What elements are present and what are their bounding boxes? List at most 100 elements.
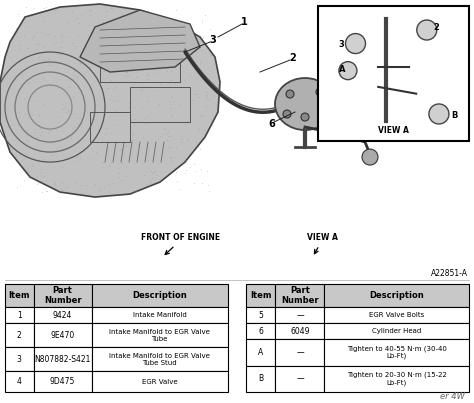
Point bbox=[151, 25, 159, 31]
Point bbox=[100, 183, 108, 190]
Point bbox=[87, 130, 95, 137]
Point bbox=[164, 144, 171, 151]
Point bbox=[199, 33, 206, 40]
Polygon shape bbox=[80, 10, 200, 72]
Point bbox=[52, 179, 59, 186]
Point bbox=[127, 137, 135, 143]
Point bbox=[186, 164, 194, 170]
Point bbox=[42, 187, 49, 194]
Point bbox=[132, 74, 140, 80]
Point bbox=[176, 185, 184, 192]
Point bbox=[84, 80, 91, 86]
Point bbox=[164, 133, 172, 139]
Point bbox=[30, 33, 38, 39]
Point bbox=[177, 78, 185, 85]
Point bbox=[206, 48, 213, 54]
Point bbox=[177, 48, 185, 54]
Point bbox=[61, 145, 68, 151]
Bar bbox=[246, 366, 275, 392]
Point bbox=[199, 47, 206, 53]
Point bbox=[86, 6, 94, 13]
Point bbox=[32, 40, 40, 47]
Point bbox=[103, 8, 110, 14]
Point bbox=[28, 160, 36, 167]
Point bbox=[160, 17, 168, 24]
Text: 1: 1 bbox=[241, 17, 247, 27]
Text: A22851-A: A22851-A bbox=[431, 269, 468, 278]
Point bbox=[111, 84, 119, 91]
Point bbox=[92, 149, 100, 155]
Point bbox=[205, 46, 212, 52]
Point bbox=[178, 136, 185, 143]
Point bbox=[102, 64, 109, 71]
Point bbox=[118, 160, 126, 166]
Point bbox=[83, 109, 91, 115]
Point bbox=[161, 126, 169, 132]
Point bbox=[190, 31, 197, 38]
Text: Intake Manifold to EGR Valve
Tube: Intake Manifold to EGR Valve Tube bbox=[109, 329, 210, 342]
Point bbox=[172, 58, 180, 64]
Point bbox=[35, 180, 42, 187]
Circle shape bbox=[346, 33, 365, 54]
Point bbox=[37, 169, 45, 176]
FancyArrowPatch shape bbox=[165, 247, 173, 254]
Circle shape bbox=[301, 113, 309, 121]
Point bbox=[128, 30, 136, 37]
Point bbox=[38, 129, 46, 136]
Point bbox=[59, 185, 66, 192]
Text: Tighten to 40-55 N·m (30-40
Lb-Ft): Tighten to 40-55 N·m (30-40 Lb-Ft) bbox=[347, 345, 447, 359]
Point bbox=[14, 183, 21, 190]
Text: VIEW A: VIEW A bbox=[307, 233, 338, 242]
Point bbox=[172, 79, 179, 86]
Point bbox=[99, 19, 107, 25]
Point bbox=[181, 170, 189, 176]
Point bbox=[59, 106, 67, 112]
Point bbox=[142, 181, 149, 188]
Point bbox=[116, 147, 123, 153]
Point bbox=[141, 120, 149, 127]
Circle shape bbox=[283, 110, 291, 118]
Text: 9E470: 9E470 bbox=[51, 331, 75, 340]
Point bbox=[182, 121, 189, 128]
Point bbox=[148, 179, 155, 185]
Point bbox=[99, 49, 107, 56]
Point bbox=[18, 161, 25, 168]
Bar bbox=[5, 307, 34, 323]
Point bbox=[62, 109, 70, 116]
Point bbox=[129, 131, 137, 138]
Point bbox=[166, 133, 173, 139]
Point bbox=[32, 133, 40, 140]
Text: VIEW A: VIEW A bbox=[378, 126, 409, 135]
Point bbox=[114, 33, 122, 39]
Point bbox=[16, 150, 23, 157]
Point bbox=[126, 100, 133, 106]
Text: —: — bbox=[296, 374, 304, 383]
Circle shape bbox=[319, 110, 327, 118]
Text: A: A bbox=[338, 65, 345, 74]
Point bbox=[104, 62, 112, 69]
Point bbox=[143, 98, 151, 104]
Point bbox=[99, 159, 106, 165]
Point bbox=[182, 78, 189, 84]
Point bbox=[109, 180, 117, 186]
Point bbox=[167, 155, 175, 161]
Text: 2: 2 bbox=[17, 331, 22, 340]
Point bbox=[129, 130, 137, 137]
Point bbox=[73, 179, 80, 185]
Text: 5: 5 bbox=[258, 311, 264, 320]
Point bbox=[44, 56, 52, 62]
Point bbox=[155, 101, 163, 108]
Text: Intake Manifold to EGR Valve
Tube Stud: Intake Manifold to EGR Valve Tube Stud bbox=[109, 353, 210, 366]
Point bbox=[167, 77, 174, 83]
Text: FRONT OF ENGINE: FRONT OF ENGINE bbox=[141, 233, 219, 242]
Point bbox=[105, 181, 113, 188]
Point bbox=[36, 112, 43, 118]
Point bbox=[73, 74, 81, 81]
Point bbox=[125, 104, 133, 110]
Point bbox=[25, 80, 32, 86]
Point bbox=[183, 118, 191, 124]
Point bbox=[99, 31, 106, 38]
Point bbox=[203, 168, 210, 174]
Point bbox=[112, 97, 120, 103]
Point bbox=[139, 44, 147, 50]
